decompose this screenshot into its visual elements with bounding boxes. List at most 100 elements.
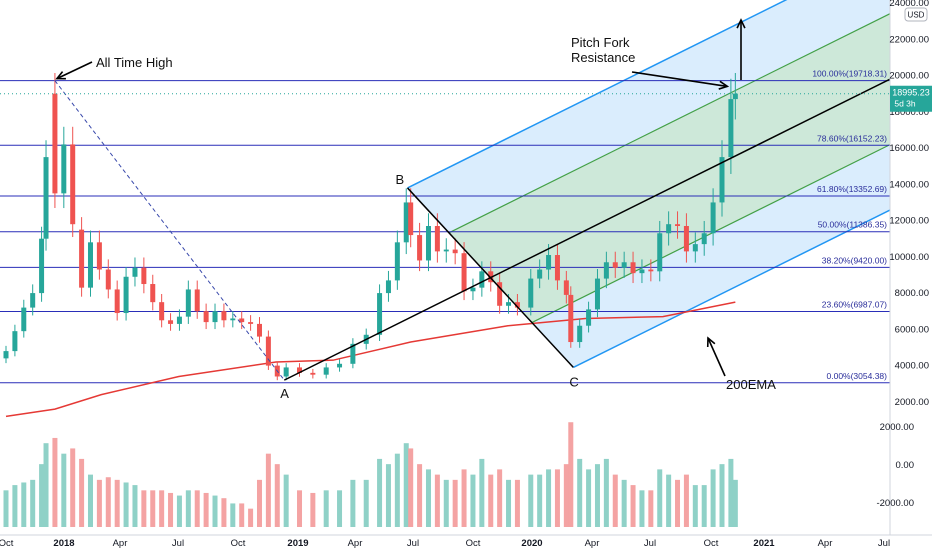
ath-label: All Time High [96,55,173,70]
volume-bar [594,464,600,527]
volume-bar [417,464,423,527]
candle-body [701,233,707,245]
volume-bar [394,453,400,527]
volume-bar [701,485,707,527]
time-tick-label: Jul [407,538,419,549]
candle-body [417,235,423,261]
volume-bar [719,464,725,527]
volume-bar [70,448,76,527]
currency-badge [904,7,928,22]
volume-bar [212,495,218,527]
volume-bar [297,490,303,527]
volume-bar [563,464,569,527]
ath-arrow [56,61,93,80]
volume-bar [239,503,245,527]
volume-bar [176,495,182,527]
ath-arrow-head [55,71,66,80]
volume-bar [256,479,262,527]
candle-body [452,249,458,254]
volume-bar [87,474,93,527]
volume-bar [639,490,645,527]
fib-level-label: 61.80%(13352.69) [817,184,887,194]
pitchfork-inner-fill [448,13,890,323]
pitchfork-bc-line [406,187,574,368]
time-tick-label: Apr [585,538,600,549]
candle-body [185,289,191,317]
volume-bar [514,479,520,527]
volume-bar [96,479,102,527]
volume-bar [150,490,156,527]
candle-body [586,309,592,326]
candle-body [61,144,67,194]
candle-body [666,224,672,234]
volume-bar [248,508,254,527]
candle-body [377,293,383,335]
time-scale-bg [0,536,932,550]
volume-bar [621,479,627,527]
volume-bar [363,479,369,527]
candle-body [443,249,449,252]
candle-body [248,322,254,324]
pitchfork-lower-inner-line [531,144,891,324]
price-tick-label: 14000.00 [889,179,929,190]
volume-bar [461,469,467,527]
volume-bar [648,490,654,527]
volume-bar [630,485,636,527]
price-tick-label: 20000.00 [889,71,929,82]
candle-body [546,255,552,270]
candle-body [461,253,467,292]
candle-body [479,271,485,288]
candle-body [657,233,663,272]
volume-bar [710,469,716,527]
volume-bar [265,453,271,527]
volume-bar [21,482,27,527]
time-tick-label: Apr [818,538,833,549]
last-price-tag [890,85,932,112]
volume-bar [683,474,689,527]
pitchfork-label-line2: Resistance [571,50,635,65]
time-tick-label: 2019 [287,538,308,549]
candle-body [403,202,409,243]
volume-bar [452,479,458,527]
price-tick-label: 22000.00 [889,34,929,45]
candle-body [710,202,716,234]
volume-bar [675,479,681,527]
candle-body [221,311,227,321]
candle-body [297,367,303,373]
candle-body [675,224,681,227]
point-a-label: A [280,386,289,401]
volume-bar [612,474,618,527]
up-arrow-head [736,18,746,29]
candle-body [132,267,138,277]
bar-countdown: 5d 3h [894,99,916,109]
candle-body [563,280,569,295]
candle-body [96,242,102,270]
volume-bar [3,490,9,527]
volume-bar [39,464,45,527]
fib-level-label: 23.60%(6987.07) [822,299,887,309]
volume-bar [434,474,440,527]
candle-body [310,372,316,375]
price-tick-label: 16000.00 [889,143,929,154]
time-tick-label: 2018 [53,538,74,549]
candle-body [52,93,58,194]
candle-body [648,269,654,272]
price-tick-label: 6000.00 [895,324,929,335]
volume-bar [310,492,316,527]
candle-body [621,262,627,268]
candle-body [577,325,583,343]
candle-body [105,269,111,290]
price-tick-label: 2000.00 [895,397,929,408]
pitchfork-lower-line [572,209,891,369]
fib-level-label: 100.00%(19718.31) [812,69,887,79]
price-tick-label: 18000.00 [889,107,929,118]
volume-bar [537,474,543,527]
time-tick-label: Oct [231,538,246,549]
candle-body [425,226,431,261]
candle-body [283,367,289,377]
fib-level-label: 38.20%(9420.00) [822,255,887,265]
volume-bar [323,490,329,527]
volume-bar [732,479,738,527]
candle-body [603,262,609,279]
